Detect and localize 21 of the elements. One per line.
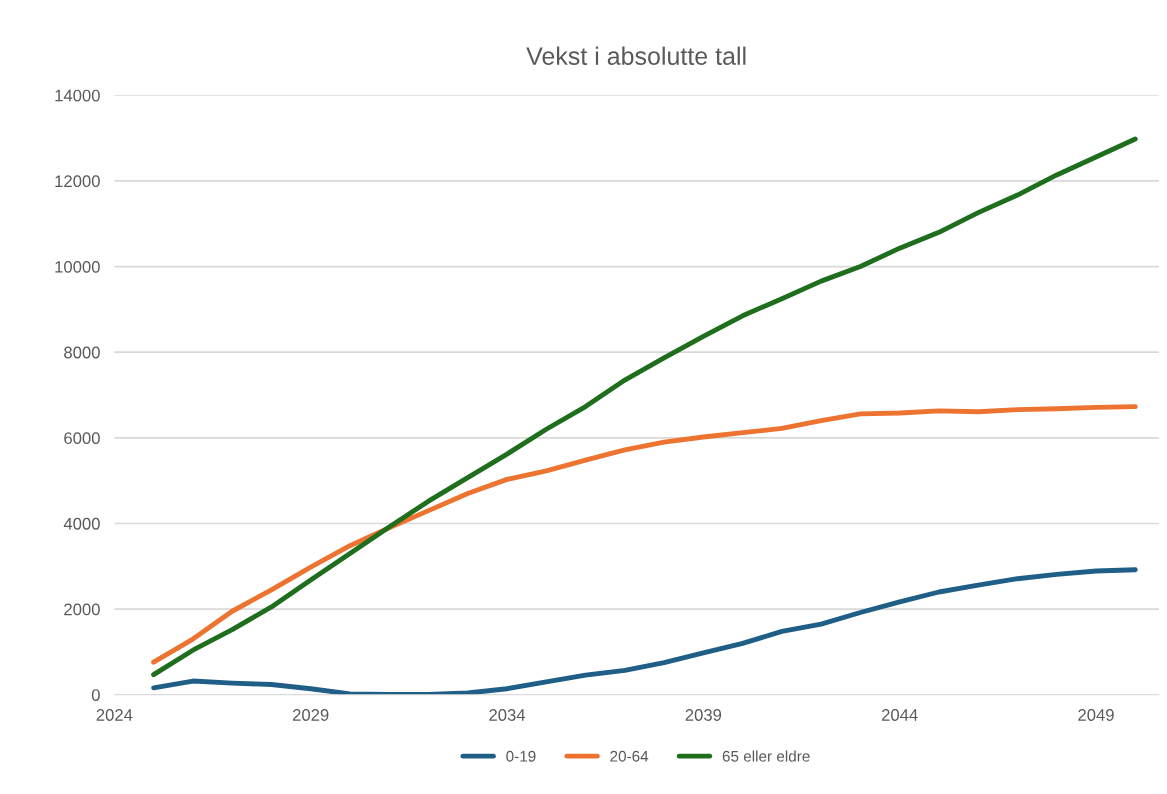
y-tick-label: 2000 (64, 603, 100, 616)
line-series (151, 136, 1138, 678)
line-series (151, 404, 1138, 665)
x-tick-label: 2044 (881, 709, 918, 721)
x-tick-label: 2034 (489, 709, 526, 721)
y-tick-label: 4000 (63, 517, 100, 530)
y-tick-label: 14000 (55, 89, 100, 102)
x-tick-label: 2049 (1078, 709, 1114, 721)
y-tick-label: 6000 (64, 432, 100, 445)
y-tick-label: 12000 (55, 175, 100, 188)
chart-title: Vekst i absolutte tall (526, 46, 746, 65)
legend-label: 65 eller eldre (722, 750, 810, 762)
line-series (151, 567, 1138, 695)
x-tick-label: 2029 (293, 709, 329, 721)
y-tick-label: 8000 (64, 346, 100, 359)
x-tick-label: 2039 (685, 709, 722, 721)
x-tick-label: 2024 (96, 709, 133, 721)
y-tick-label: 10000 (55, 260, 100, 273)
legend-label: 0-19 (506, 750, 536, 762)
legend-label: 20-64 (610, 750, 649, 762)
y-tick-label: 0 (91, 689, 100, 701)
